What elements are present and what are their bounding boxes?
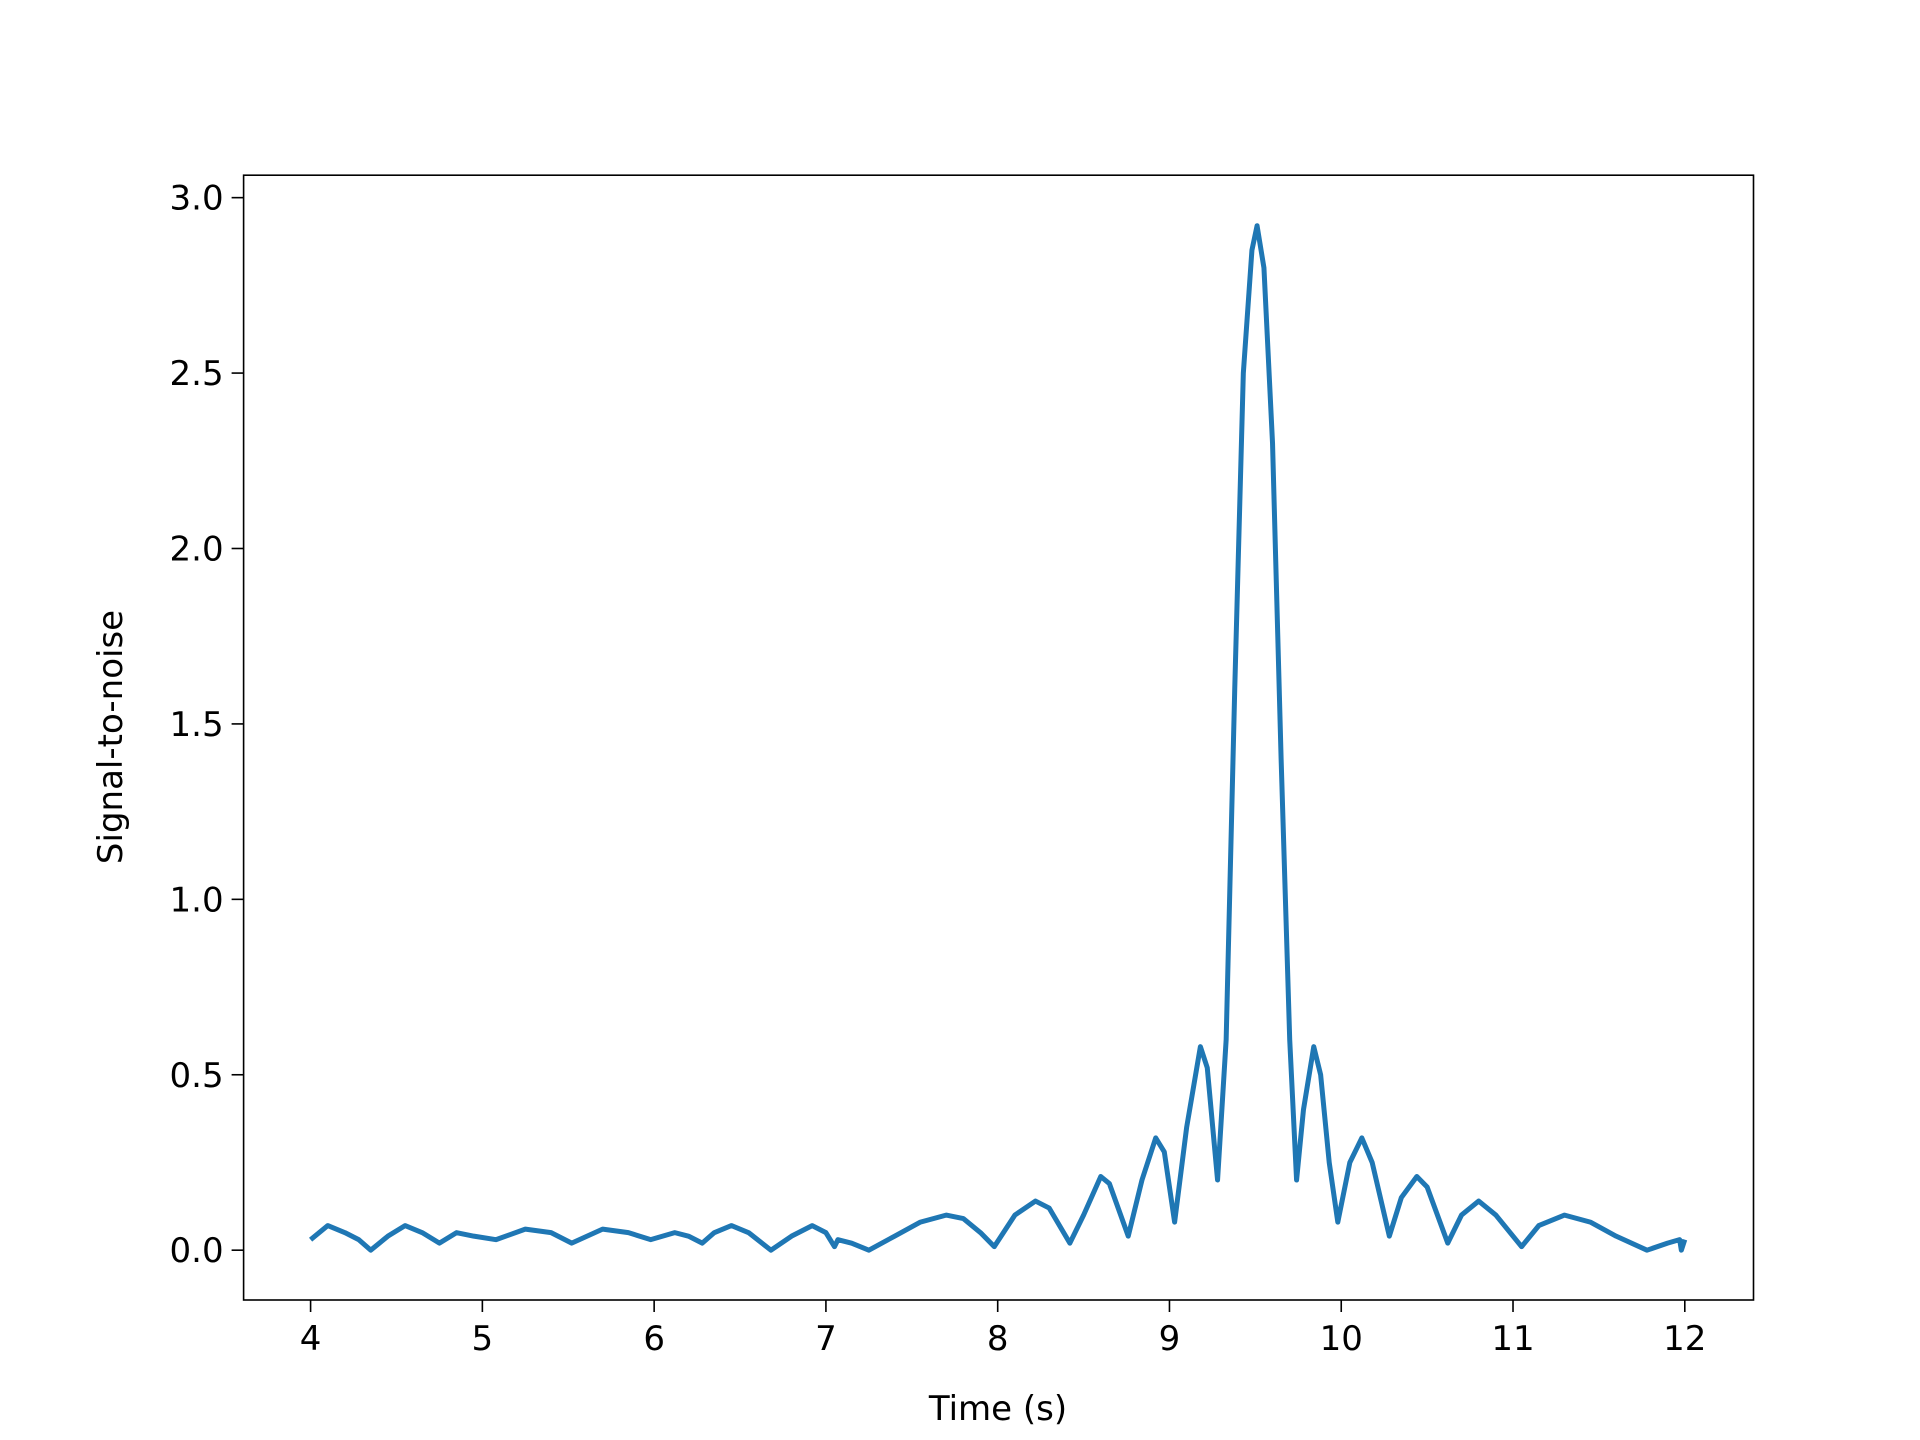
- plot-frame: [242, 174, 1755, 1301]
- y-tick-label: 0.5: [170, 1056, 224, 1096]
- y-tick-label: 1.5: [170, 705, 224, 745]
- x-tick-label: 4: [300, 1319, 322, 1359]
- x-tick-label: 8: [987, 1319, 1009, 1359]
- x-tick-label: 10: [1320, 1319, 1363, 1359]
- line: [309, 223, 1688, 1253]
- x-axis-label: Time (s): [928, 1389, 1067, 1429]
- x-tick-label: 11: [1491, 1319, 1534, 1359]
- y-tick-label: 2.5: [170, 354, 224, 394]
- x-tick-label: 9: [1159, 1319, 1181, 1359]
- x-tick-label: 5: [472, 1319, 494, 1359]
- y-tick-label: 3.0: [170, 179, 224, 219]
- y-tick-label: 0.0: [170, 1231, 224, 1271]
- x-tick-label: 7: [815, 1319, 837, 1359]
- x-tick-label: 12: [1663, 1319, 1706, 1359]
- y-axis-label: Signal-to-noise: [91, 610, 131, 864]
- y-tick-label: 2.0: [170, 529, 224, 569]
- x-tick-label: 6: [643, 1319, 665, 1359]
- y-tick-label: 1.0: [170, 880, 224, 920]
